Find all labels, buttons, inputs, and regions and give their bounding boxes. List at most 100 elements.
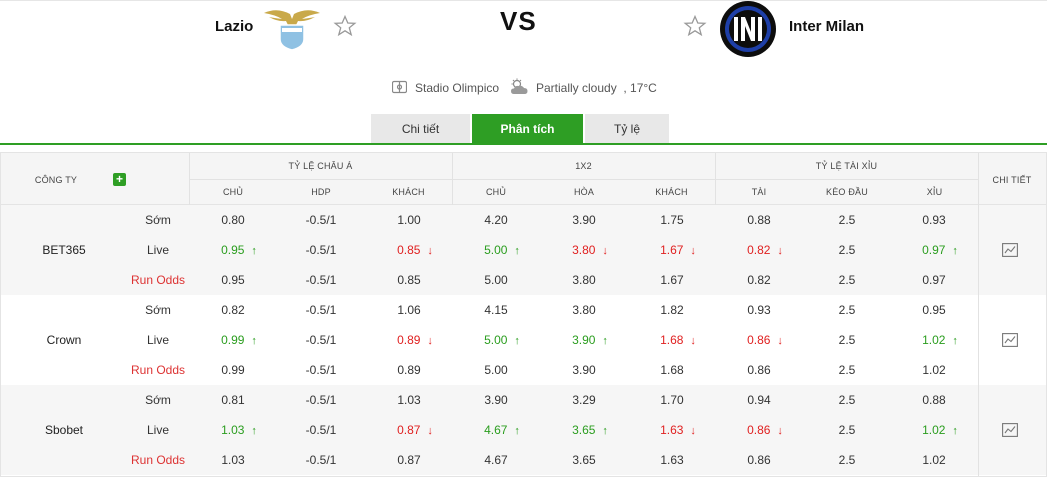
run-odds-link[interactable]: Run Odds (130, 363, 186, 377)
odds-value: 5.00 (484, 363, 508, 377)
odds-value: -0.5/1 (305, 393, 337, 407)
odds-cell: 2.5 (817, 453, 877, 467)
match-meta: Stadio Olimpico Partially cloudy , 17°C (0, 78, 1047, 98)
odds-cell: 0.81 (203, 393, 263, 407)
odds-value: 2.5 (838, 423, 856, 437)
odds-value: 0.99 (221, 363, 245, 377)
odds-value: 3.90 (572, 213, 596, 227)
odds-value: 1.02 (922, 423, 946, 437)
odds-value: 0.80 (221, 213, 245, 227)
arrow-down-icon: ↓ (427, 335, 433, 347)
odds-value: -0.5/1 (305, 213, 337, 227)
odds-value: 3.90 (484, 393, 508, 407)
odds-cell: 0.93 (729, 303, 789, 317)
odds-value: 1.82 (660, 303, 684, 317)
odds-value: 1.67 (660, 273, 684, 287)
chart-detail-icon[interactable] (1002, 333, 1018, 347)
odds-value: 0.86 (747, 333, 771, 347)
col-divider (452, 153, 453, 205)
odds-cell: 3.90 (466, 393, 526, 407)
match-header: Lazio VS Inter Milan (0, 0, 1047, 60)
away-team-name[interactable]: Inter Milan (789, 18, 865, 35)
odds-value: 0.93 (747, 303, 771, 317)
odds-cell: 0.87 (379, 453, 439, 467)
lazio-logo-icon[interactable] (262, 5, 322, 50)
odds-cell: 4.20 (466, 213, 526, 227)
odds-value: 3.90 (572, 363, 596, 377)
odds-value: 3.90 (572, 333, 596, 347)
odds-cell: 0.88 (904, 393, 964, 407)
header-detail: CHI TIẾT (992, 175, 1032, 185)
odds-cell: 1.06 (379, 303, 439, 317)
row-label: Sớm (145, 393, 171, 407)
odds-value: 3.80 (572, 303, 596, 317)
header-over-under: TỶ LỆ TÀI XỈU (815, 161, 878, 171)
odds-cell: -0.5/1 (291, 363, 351, 377)
arrow-up-icon: ↑ (514, 425, 520, 437)
odds-cell: -0.5/1 (291, 303, 351, 317)
header-company: CÔNG TY (34, 175, 78, 185)
company-name: Crown (46, 333, 82, 347)
chart-detail-icon[interactable] (1002, 243, 1018, 257)
odds-value: 1.75 (660, 213, 684, 227)
odds-value: 2.5 (838, 333, 856, 347)
odds-cell: 0.99 ↑ (209, 333, 269, 347)
chart-detail-icon[interactable] (1002, 423, 1018, 437)
arrow-up-icon: ↑ (514, 245, 520, 257)
arrow-down-icon: ↓ (427, 245, 433, 257)
odds-value: 2.5 (838, 363, 856, 377)
table-row: Run Odds 0.99 -0.5/1 0.89 5.00 3.90 1.68 0.86 2.… (1, 355, 1046, 385)
arrow-down-icon: ↓ (777, 245, 783, 257)
odds-cell: 1.63 ↓ (648, 423, 708, 437)
col-divider (715, 153, 716, 205)
run-odds-link[interactable]: Run Odds (130, 273, 186, 287)
col-1x2-draw: HÒA (573, 187, 595, 197)
odds-value: 3.29 (572, 393, 596, 407)
odds-value: -0.5/1 (305, 333, 337, 347)
run-odds-link[interactable]: Run Odds (130, 453, 186, 467)
tab-odds[interactable]: Tỷ lệ (585, 114, 669, 144)
odds-cell: 3.80 (554, 303, 614, 317)
odds-cell: 3.90 (554, 213, 614, 227)
arrow-up-icon: ↑ (602, 425, 608, 437)
odds-cell: 0.86 ↓ (735, 423, 795, 437)
odds-cell: 1.03 (203, 453, 263, 467)
odds-cell: -0.5/1 (291, 453, 351, 467)
odds-cell: 1.02 ↑ (910, 333, 970, 347)
odds-cell: 5.00 (466, 273, 526, 287)
odds-value: 0.95 (221, 273, 245, 287)
odds-value: -0.5/1 (305, 423, 337, 437)
table-row: Live 0.99 ↑ -0.5/1 0.89 ↓ 5.00 ↑ 3.90 ↑ 1.68 ↓ 0.86 ↓… (1, 325, 1046, 355)
row-label: Live (146, 243, 169, 257)
arrow-down-icon: ↓ (690, 425, 696, 437)
tab-analysis[interactable]: Phân tích (472, 114, 583, 144)
odds-cell: 1.70 (642, 393, 702, 407)
weather-text: Partially cloudy , 17°C (536, 81, 657, 95)
top-divider (0, 0, 1047, 1)
odds-cell: 0.88 (729, 213, 789, 227)
add-company-button[interactable]: + (113, 173, 126, 186)
odds-value: 1.06 (397, 303, 421, 317)
odds-value: 0.82 (221, 303, 245, 317)
header-asian: TỶ LỆ CHÂU Á (288, 161, 353, 171)
odds-value: 1.63 (660, 423, 684, 437)
favorite-away-star-icon[interactable] (683, 14, 707, 38)
odds-cell: 0.82 ↓ (735, 243, 795, 257)
tab-details[interactable]: Chi tiết (371, 114, 470, 144)
odds-value: 1.67 (660, 243, 684, 257)
favorite-home-star-icon[interactable] (333, 14, 357, 38)
partly-cloudy-icon (511, 78, 528, 94)
odds-cell: 0.89 ↓ (385, 333, 445, 347)
inter-milan-logo-icon[interactable] (718, 0, 778, 58)
odds-value: 0.86 (747, 363, 771, 377)
arrow-up-icon: ↑ (602, 335, 608, 347)
odds-value: 1.03 (397, 393, 421, 407)
arrow-up-icon: ↑ (251, 425, 257, 437)
odds-cell: 5.00 ↑ (472, 333, 532, 347)
odds-value: 5.00 (484, 273, 508, 287)
odds-value: 2.5 (838, 273, 856, 287)
odds-value: 4.20 (484, 213, 508, 227)
odds-value: 0.86 (747, 423, 771, 437)
home-team-name[interactable]: Lazio (215, 18, 254, 35)
odds-cell: -0.5/1 (291, 423, 351, 437)
